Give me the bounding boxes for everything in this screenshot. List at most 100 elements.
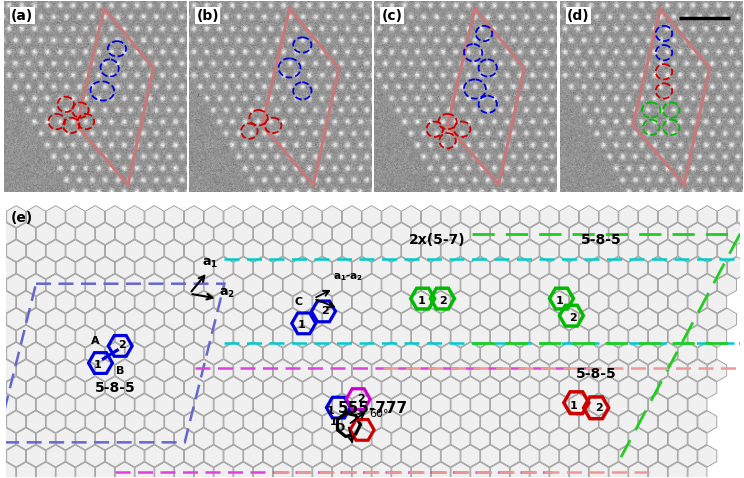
Text: 1: 1 <box>94 360 101 370</box>
Polygon shape <box>125 411 144 433</box>
Polygon shape <box>234 291 253 313</box>
Polygon shape <box>382 308 401 330</box>
Polygon shape <box>411 359 431 381</box>
Polygon shape <box>125 308 144 330</box>
Polygon shape <box>421 342 440 364</box>
Text: 2: 2 <box>118 340 126 350</box>
Polygon shape <box>362 377 381 399</box>
Polygon shape <box>510 394 529 415</box>
Polygon shape <box>135 291 154 313</box>
Polygon shape <box>352 291 371 313</box>
Polygon shape <box>372 462 391 478</box>
Polygon shape <box>273 326 292 347</box>
Polygon shape <box>589 394 608 415</box>
Polygon shape <box>342 240 362 261</box>
Polygon shape <box>362 445 381 467</box>
Polygon shape <box>46 274 65 296</box>
Polygon shape <box>619 240 638 261</box>
Polygon shape <box>678 377 697 399</box>
Polygon shape <box>224 206 243 228</box>
Polygon shape <box>569 291 589 313</box>
Polygon shape <box>708 223 727 245</box>
Polygon shape <box>106 445 124 467</box>
Text: 1: 1 <box>569 401 577 411</box>
Polygon shape <box>342 411 362 433</box>
Polygon shape <box>352 359 371 381</box>
Polygon shape <box>649 223 667 245</box>
Polygon shape <box>510 359 529 381</box>
Polygon shape <box>589 359 608 381</box>
Polygon shape <box>550 359 568 381</box>
Polygon shape <box>27 445 45 467</box>
Polygon shape <box>145 308 164 330</box>
Polygon shape <box>145 206 164 228</box>
Polygon shape <box>204 274 223 296</box>
Polygon shape <box>263 411 283 433</box>
Polygon shape <box>95 326 115 347</box>
Polygon shape <box>293 462 312 478</box>
Polygon shape <box>95 223 115 245</box>
Polygon shape <box>145 274 164 296</box>
Polygon shape <box>421 240 440 261</box>
Polygon shape <box>382 445 401 467</box>
Polygon shape <box>66 411 85 433</box>
Polygon shape <box>629 428 648 450</box>
Polygon shape <box>559 240 579 261</box>
Polygon shape <box>7 342 25 364</box>
Polygon shape <box>155 359 174 381</box>
Polygon shape <box>559 308 579 330</box>
Polygon shape <box>254 359 272 381</box>
Polygon shape <box>481 411 499 433</box>
Polygon shape <box>451 257 470 279</box>
Polygon shape <box>471 257 490 279</box>
Text: 555-777: 555-777 <box>338 401 408 415</box>
Polygon shape <box>510 291 529 313</box>
Polygon shape <box>451 428 470 450</box>
Polygon shape <box>540 206 559 228</box>
Polygon shape <box>86 377 105 399</box>
Polygon shape <box>382 342 401 364</box>
Polygon shape <box>16 223 36 245</box>
Polygon shape <box>559 411 579 433</box>
Polygon shape <box>125 240 144 261</box>
Polygon shape <box>273 223 292 245</box>
Polygon shape <box>540 274 559 296</box>
Polygon shape <box>36 428 55 450</box>
Text: 2: 2 <box>321 306 330 316</box>
Polygon shape <box>125 445 144 467</box>
Polygon shape <box>668 462 687 478</box>
Polygon shape <box>263 274 283 296</box>
Polygon shape <box>46 342 65 364</box>
Polygon shape <box>204 377 223 399</box>
Polygon shape <box>432 326 450 347</box>
Polygon shape <box>402 308 420 330</box>
Polygon shape <box>254 326 272 347</box>
Polygon shape <box>0 274 6 296</box>
Polygon shape <box>16 326 36 347</box>
Polygon shape <box>243 274 263 296</box>
Polygon shape <box>432 257 450 279</box>
Polygon shape <box>76 291 94 313</box>
Polygon shape <box>362 274 381 296</box>
Polygon shape <box>540 445 559 467</box>
Polygon shape <box>471 223 490 245</box>
Polygon shape <box>135 223 154 245</box>
Polygon shape <box>441 445 460 467</box>
Polygon shape <box>698 274 716 296</box>
Polygon shape <box>342 445 362 467</box>
Polygon shape <box>66 274 85 296</box>
Polygon shape <box>678 342 697 364</box>
Polygon shape <box>155 462 174 478</box>
Polygon shape <box>56 359 75 381</box>
Polygon shape <box>0 394 16 415</box>
Polygon shape <box>214 394 233 415</box>
Polygon shape <box>501 377 519 399</box>
Polygon shape <box>185 377 203 399</box>
Polygon shape <box>243 377 263 399</box>
Polygon shape <box>312 428 332 450</box>
Polygon shape <box>402 377 420 399</box>
Polygon shape <box>7 308 25 330</box>
Polygon shape <box>164 308 184 330</box>
Polygon shape <box>293 394 312 415</box>
Polygon shape <box>638 377 658 399</box>
